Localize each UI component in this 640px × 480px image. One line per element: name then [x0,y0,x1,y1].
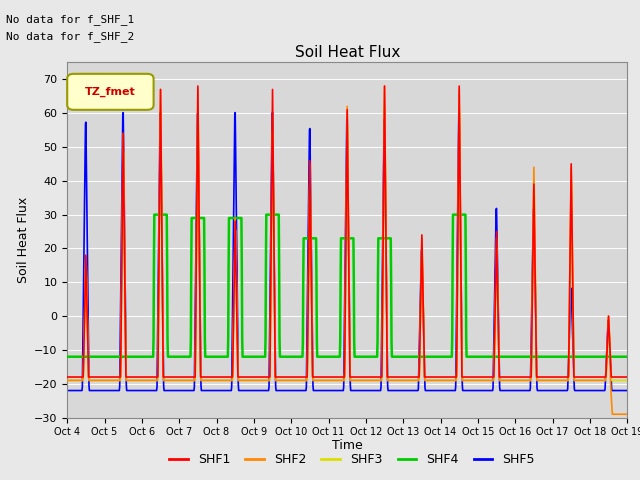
SHF1 [251,374,259,380]
SHF2 [63,377,71,383]
SHF1 [174,374,182,380]
SHF2 [609,411,616,417]
Text: TZ_fmet: TZ_fmet [85,87,136,97]
SHF3 [381,104,388,110]
Text: No data for f_SHF_1: No data for f_SHF_1 [6,14,134,25]
Line: SHF3: SHF3 [67,107,627,380]
SHF4 [188,215,196,221]
SHF4 [150,212,158,217]
SHF5 [175,388,182,394]
SHF2 [174,377,182,383]
SHF1 [194,83,202,89]
SHF3 [174,377,182,383]
SHF4 [63,354,71,360]
SHF2 [508,377,515,383]
SHF2 [623,411,630,417]
SHF3 [508,377,515,383]
Line: SHF1: SHF1 [67,86,627,377]
SHF5 [508,388,515,394]
SHF3 [435,377,442,383]
Line: SHF4: SHF4 [67,215,627,357]
SHF1 [623,374,630,380]
SHF3 [250,377,258,383]
Line: SHF2: SHF2 [67,86,627,414]
SHF2 [435,377,442,383]
SHF1 [435,374,442,380]
SHF1 [63,374,71,380]
SHF5 [120,110,127,116]
SHF3 [557,377,564,383]
X-axis label: Time: Time [332,439,363,452]
SHF1 [557,374,564,380]
Legend: SHF1, SHF2, SHF3, SHF4, SHF5: SHF1, SHF2, SHF3, SHF4, SHF5 [164,448,540,471]
SHF5 [188,388,196,394]
SHF2 [188,377,195,383]
SHF5 [435,388,442,394]
SHF1 [188,374,195,380]
SHF3 [188,377,195,383]
SHF3 [623,377,630,383]
SHF5 [557,388,564,394]
SHF4 [557,354,564,360]
SHF3 [63,377,71,383]
SHF4 [623,354,630,360]
Text: No data for f_SHF_2: No data for f_SHF_2 [6,31,134,42]
SHF5 [251,388,259,394]
Line: SHF5: SHF5 [67,113,627,391]
SHF4 [175,354,182,360]
SHF4 [435,354,442,360]
SHF4 [508,354,515,360]
SHF5 [63,388,71,394]
SHF4 [251,354,259,360]
Title: Soil Heat Flux: Soil Heat Flux [294,45,400,60]
SHF2 [557,377,564,383]
SHF1 [508,374,515,380]
Y-axis label: Soil Heat Flux: Soil Heat Flux [17,197,30,283]
SHF2 [381,83,388,89]
SHF5 [623,388,630,394]
SHF2 [250,377,258,383]
